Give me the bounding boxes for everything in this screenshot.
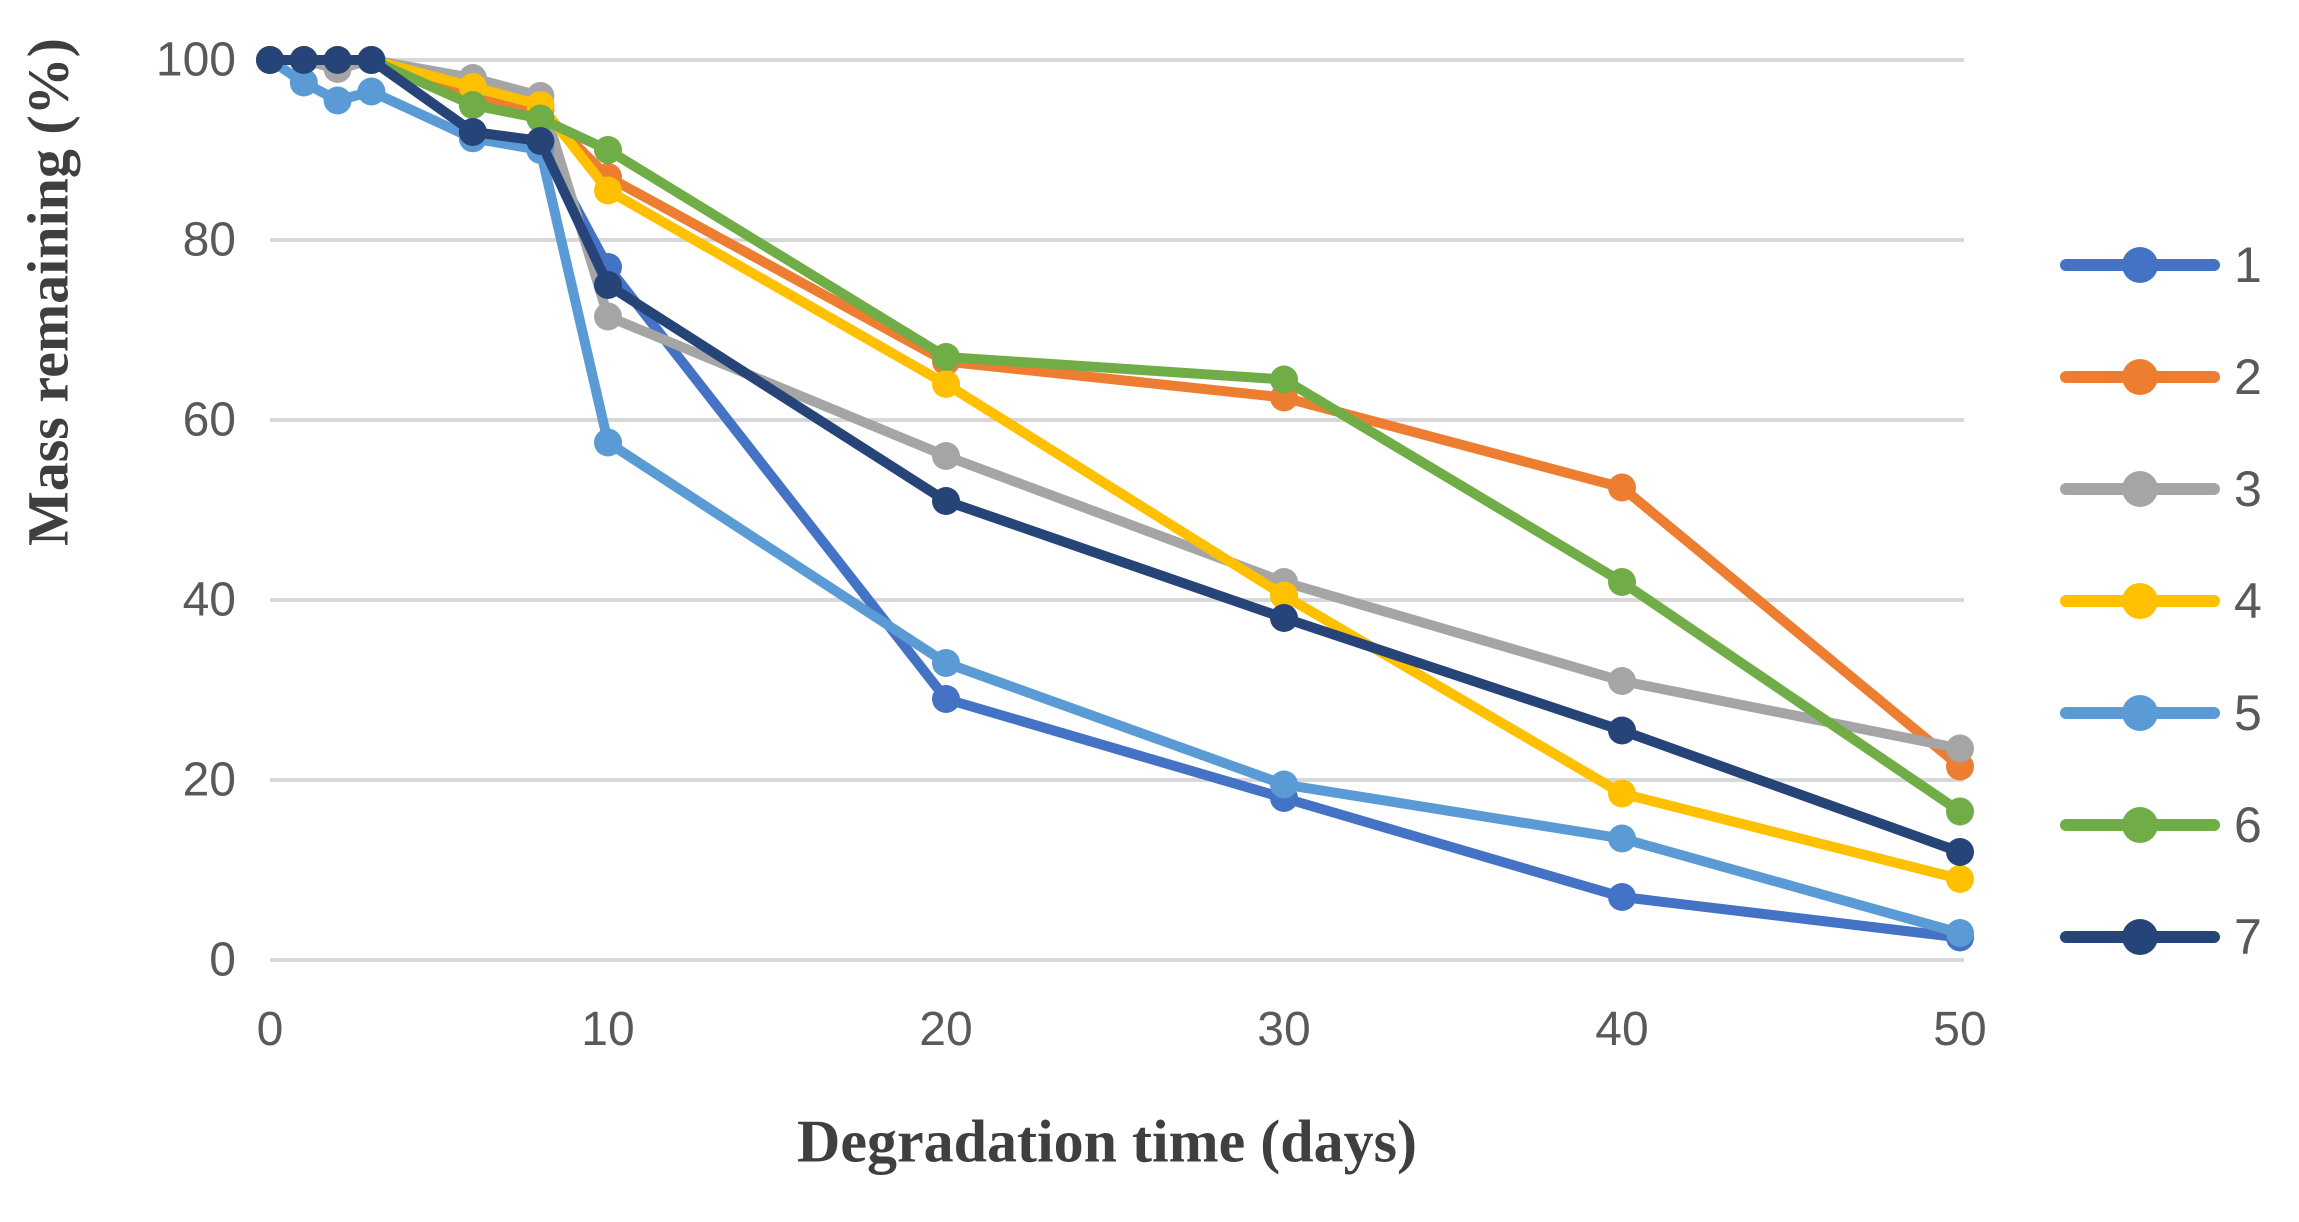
series-marker-4 [1608,779,1636,808]
x-tick-label: 0 [257,1003,284,1056]
x-tick-label: 20 [919,1003,972,1056]
series-marker-7 [1270,604,1298,632]
legend-label: 2 [2234,349,2262,405]
series-marker-5 [932,649,960,677]
series-marker-3 [1946,734,1974,763]
legend-marker-icon [2060,695,2220,731]
series-line-1 [265,55,1965,943]
legend-marker-icon [2060,471,2220,507]
legend-label: 5 [2234,685,2262,741]
y-tick-label: 80 [183,214,236,267]
series-marker-7 [357,46,386,74]
legend-label: 6 [2234,797,2262,853]
series-marker-6 [1608,568,1636,596]
series-marker-7 [256,46,284,74]
y-tick-label: 100 [156,34,236,87]
series-marker-1 [1608,883,1636,911]
legend-label: 3 [2234,461,2262,517]
series-marker-1 [932,685,960,713]
series-marker-4 [1946,865,1974,893]
legend-item-7: 7 [2060,912,2262,962]
x-axis-title: Degradation time (days) [797,1108,1417,1175]
series-marker-4 [1270,581,1298,610]
x-tick-label: 50 [1933,1003,1986,1056]
series-line-5 [265,55,1965,938]
series-marker-7 [1608,716,1636,745]
legend-label: 4 [2234,573,2262,629]
legend-label: 1 [2234,237,2262,293]
legend-item-1: 1 [2060,240,2262,290]
series-marker-5 [1608,824,1636,853]
series-marker-3 [932,442,960,470]
y-axis-title: Mass remaining (%) [15,37,81,547]
series-marker-3 [594,302,622,331]
y-tick-label: 60 [183,394,236,447]
series-marker-7 [323,46,352,74]
y-tick-label: 40 [183,574,236,627]
series-marker-5 [357,77,386,106]
series-marker-7 [1946,838,1974,866]
legend-marker-icon [2060,919,2220,955]
series-marker-2 [1608,473,1636,502]
series-marker-6 [594,136,622,164]
series-marker-4 [594,176,622,205]
series-marker-7 [289,46,318,74]
series-marker-6 [458,91,487,119]
legend: 1 2 3 4 5 6 7 [2060,0,2299,1222]
series-line-2 [265,55,1965,772]
series-line-7 [265,55,1965,857]
series-marker-5 [594,428,622,457]
legend-item-5: 5 [2060,688,2262,738]
series-marker-5 [1946,919,1974,947]
series-marker-7 [458,118,487,146]
series-marker-3 [1608,667,1636,695]
legend-marker-icon [2060,807,2220,843]
series-marker-6 [526,104,555,133]
series-marker-6 [932,343,960,371]
legend-marker-icon [2060,359,2220,395]
x-tick-label: 10 [581,1003,634,1056]
legend-item-6: 6 [2060,800,2262,850]
x-tick-label: 30 [1257,1003,1310,1056]
series-marker-5 [323,86,352,115]
series-marker-6 [1946,797,1974,826]
legend-item-3: 3 [2060,464,2262,514]
series-marker-7 [526,127,555,155]
series-marker-5 [1270,770,1298,799]
series-marker-5 [289,68,318,97]
legend-marker-icon [2060,583,2220,619]
legend-item-2: 2 [2060,352,2262,402]
y-tick-label: 0 [209,934,236,987]
series-marker-7 [932,487,960,515]
y-tick-label: 20 [183,754,236,807]
legend-label: 7 [2234,909,2262,965]
series-marker-6 [1270,365,1298,394]
legend-marker-icon [2060,247,2220,283]
x-tick-label: 40 [1595,1003,1648,1056]
series-marker-7 [594,271,622,299]
series-marker-4 [932,370,960,398]
legend-item-4: 4 [2060,576,2262,626]
